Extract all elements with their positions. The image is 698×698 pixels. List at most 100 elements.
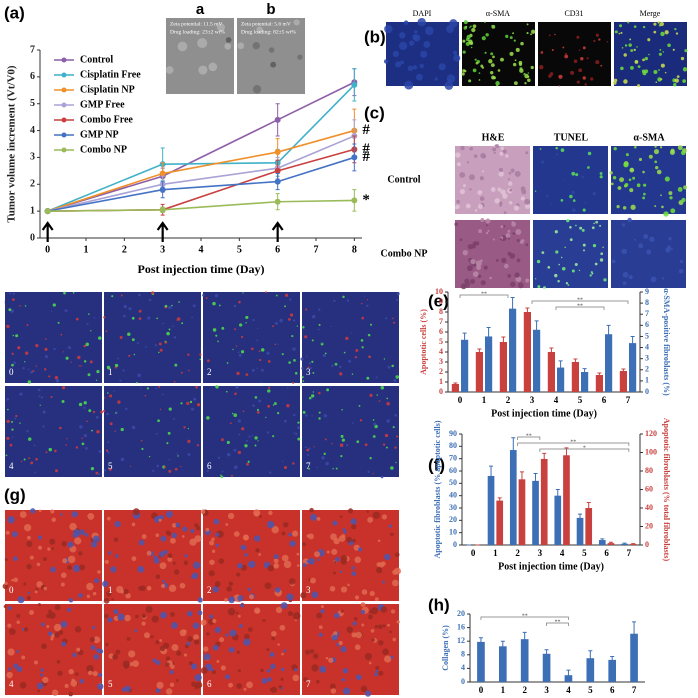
micrograph-speck <box>572 199 576 202</box>
micrograph-speck <box>485 218 491 224</box>
micrograph-speck <box>364 295 366 297</box>
micrograph-speck <box>326 388 330 392</box>
micrograph-speck <box>361 316 364 320</box>
micrograph-speck <box>396 620 400 624</box>
micrograph-speck <box>576 80 580 84</box>
micrograph-speck <box>83 434 87 438</box>
micrograph-speck <box>384 317 388 320</box>
bar <box>532 480 539 545</box>
bar <box>605 334 613 392</box>
micrograph-speck <box>385 446 388 449</box>
micrograph-speck <box>124 614 131 622</box>
micrograph-speck <box>168 328 171 331</box>
micrograph-speck <box>498 167 504 172</box>
micrograph-speck <box>171 622 178 629</box>
micrograph-speck <box>71 678 75 683</box>
micrograph-speck <box>39 404 41 406</box>
bar <box>475 352 483 392</box>
micrograph-speck <box>311 415 313 417</box>
micrograph-speck <box>668 191 673 196</box>
micrograph-speck <box>306 448 310 452</box>
micrograph-speck <box>558 263 560 266</box>
micrograph-speck <box>168 584 177 593</box>
micrograph-speck <box>47 547 51 551</box>
micrograph-speck <box>228 581 234 587</box>
image-title: Merge <box>640 9 661 18</box>
micrograph-speck <box>500 189 506 195</box>
micrograph-speck <box>513 81 518 86</box>
micrograph-speck <box>479 176 484 181</box>
micrograph-speck <box>269 687 274 692</box>
micrograph-speck <box>107 551 112 555</box>
micrograph-speck <box>661 205 664 209</box>
micrograph-speck <box>247 627 253 633</box>
micrograph <box>5 510 102 601</box>
micrograph-speck <box>277 643 280 646</box>
micrograph-speck <box>390 466 394 470</box>
micrograph-speck <box>225 37 232 43</box>
micrograph-speck <box>481 36 486 41</box>
legend-label: GMP NP <box>80 129 119 140</box>
micrograph-speck <box>392 321 396 324</box>
bar <box>496 500 504 545</box>
micrograph-speck <box>159 639 163 642</box>
micrograph-speck <box>275 606 283 614</box>
micrograph-speck <box>296 564 300 567</box>
y2-axis-label: α-SMA-positive fibroblasts (%) <box>662 288 671 396</box>
significance-bracket <box>555 306 605 310</box>
micrograph-speck <box>41 643 47 650</box>
micrograph-speck <box>87 512 95 520</box>
micrograph-speck <box>24 351 29 355</box>
micrograph-speck <box>23 582 27 586</box>
micrograph-speck <box>655 166 659 170</box>
tile-label: 3 <box>306 585 311 595</box>
micrograph-speck <box>670 208 676 214</box>
micrograph-speck <box>300 592 307 599</box>
micrograph-speck <box>21 627 25 631</box>
micrograph-speck <box>296 552 300 556</box>
micrograph-speck <box>92 535 100 543</box>
micrograph-speck <box>367 470 370 473</box>
micrograph-speck <box>333 612 340 619</box>
error-bar <box>566 669 571 681</box>
micrograph-speck <box>35 457 38 461</box>
micrograph-speck <box>53 623 62 632</box>
micrograph-speck <box>44 355 48 359</box>
micrograph-speck <box>484 51 487 54</box>
y2-tick-label: 8 <box>645 298 649 307</box>
y-tick-label: 3 <box>439 357 443 366</box>
micrograph-speck <box>233 465 238 470</box>
y2-tick-label: 1 <box>645 376 649 385</box>
x-tick-label: 0 <box>471 548 476 558</box>
micrograph-speck <box>564 54 569 59</box>
micrograph-speck <box>569 194 573 199</box>
micrograph-speck <box>511 221 517 227</box>
micrograph-speck <box>456 162 461 167</box>
micrograph-speck <box>251 434 254 437</box>
micrograph-speck <box>192 561 201 569</box>
micrograph-speck <box>62 351 64 353</box>
micrograph-speck <box>658 52 662 56</box>
micrograph-speck <box>103 473 105 475</box>
bar <box>629 343 637 392</box>
micrograph-speck <box>367 516 374 523</box>
micrograph-speck <box>578 49 581 51</box>
micrograph-speck <box>389 630 392 634</box>
micrograph-speck <box>395 461 397 464</box>
micrograph-speck <box>140 387 142 390</box>
micrograph-speck <box>114 366 117 369</box>
micrograph-speck <box>593 39 596 43</box>
micrograph-speck <box>228 646 235 653</box>
micrograph-speck <box>393 378 397 383</box>
micrograph-speck <box>75 317 79 321</box>
significance-label: ** <box>577 303 583 309</box>
micrograph-speck <box>179 629 187 637</box>
micrograph-speck <box>11 428 14 431</box>
micrograph-speck <box>273 554 279 560</box>
micrograph-speck <box>266 351 270 355</box>
micrograph-speck <box>172 325 174 328</box>
micrograph-speck <box>115 649 121 655</box>
micrograph-speck <box>291 541 296 545</box>
bar <box>487 475 495 545</box>
micrograph-speck <box>30 461 34 465</box>
